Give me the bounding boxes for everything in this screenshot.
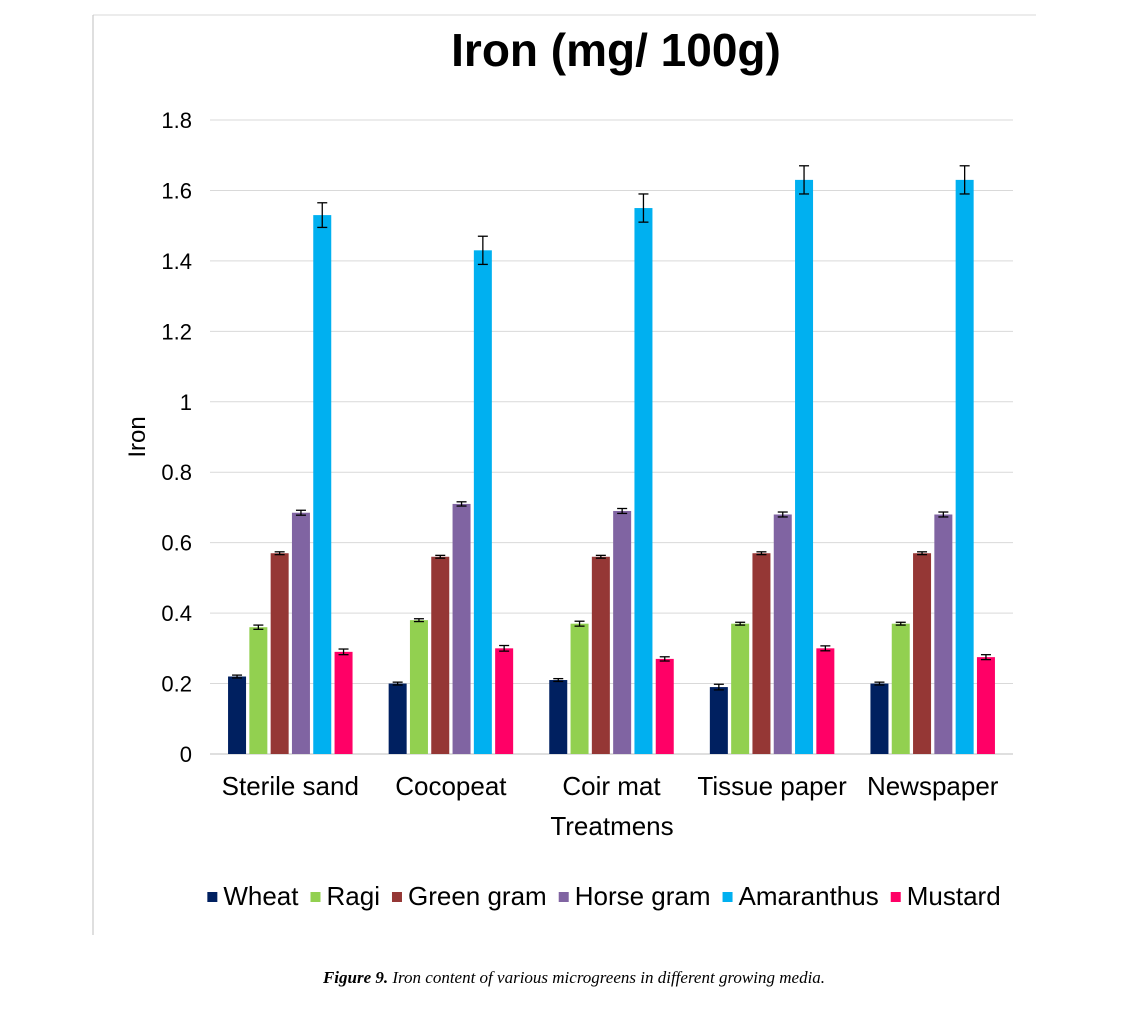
bar-ragi xyxy=(731,623,750,754)
bar-mustard xyxy=(334,651,353,754)
bar-ragi xyxy=(570,623,589,754)
figure-label: Figure 9. xyxy=(322,968,389,987)
chart-title: Iron (mg/ 100g) xyxy=(451,24,781,76)
y-tick-label: 1.2 xyxy=(161,319,192,344)
legend-swatch xyxy=(391,892,402,902)
bar-ragi xyxy=(409,620,428,754)
bar-amaranthus xyxy=(795,179,814,754)
bar-horse-gram xyxy=(291,512,310,754)
bar-mustard xyxy=(816,648,835,754)
legend-label: Ragi xyxy=(327,881,380,911)
y-tick-label: 0.4 xyxy=(161,601,192,626)
iron-bar-chart: Iron (mg/ 100g) 0 0.2 0.4 0.6 0.8 1 1.2 1.4 1.6 1… xyxy=(92,14,1036,935)
bar-green-gram xyxy=(431,556,450,754)
y-tick-label: 0 xyxy=(180,742,192,767)
bar-wheat xyxy=(709,687,728,754)
bar-wheat xyxy=(388,683,407,754)
y-tick-label: 0.6 xyxy=(161,531,192,556)
bar-horse-gram xyxy=(934,514,953,754)
y-tick-label: 1.6 xyxy=(161,178,192,203)
legend: Wheat Ragi Green gram Horse gram Amaranthus M… xyxy=(207,881,1001,911)
y-tick-labels: 0 0.2 0.4 0.6 0.8 1 1.2 1.4 1.6 1.8 xyxy=(161,108,192,767)
x-tick-label: Tissue paper xyxy=(697,771,847,801)
y-tick-label: 1.4 xyxy=(161,249,192,274)
bar-green-gram xyxy=(270,553,289,754)
bar-horse-gram xyxy=(452,503,471,754)
x-tick-label: Coir mat xyxy=(562,771,661,801)
bar-mustard xyxy=(655,658,674,754)
y-tick-label: 1.8 xyxy=(161,108,192,133)
legend-label: Green gram xyxy=(408,881,547,911)
y-tick-label: 0.8 xyxy=(161,460,192,485)
legend-label: Amaranthus xyxy=(739,881,879,911)
bar-amaranthus xyxy=(955,179,974,754)
legend-swatch xyxy=(207,892,218,902)
bar-amaranthus xyxy=(313,215,332,755)
y-tick-label: 1 xyxy=(180,390,192,415)
bar-ragi xyxy=(249,627,268,754)
legend-label: Horse gram xyxy=(575,881,711,911)
legend-label: Mustard xyxy=(907,881,1001,911)
bar-wheat xyxy=(549,680,568,754)
chart-frame: Iron (mg/ 100g) 0 0.2 0.4 0.6 0.8 1 1.2 1.4 1.6 1… xyxy=(92,14,1036,935)
bar-green-gram xyxy=(752,553,771,754)
bar-wheat xyxy=(870,683,889,754)
x-tick-label: Sterile sand xyxy=(222,771,359,801)
y-tick-label: 0.2 xyxy=(161,672,192,697)
figure-caption-text: Iron content of various microgreens in d… xyxy=(388,968,826,987)
legend-swatch xyxy=(310,892,321,902)
bar-horse-gram xyxy=(613,510,632,754)
bar-horse-gram xyxy=(773,514,792,754)
x-tick-label: Cocopeat xyxy=(395,771,507,801)
bar-mustard xyxy=(976,657,995,754)
x-tick-labels: Sterile sand Cocopeat Coir mat Tissue paper… xyxy=(222,771,999,801)
bar-amaranthus xyxy=(634,208,653,755)
bar-ragi xyxy=(891,623,910,754)
legend-swatch xyxy=(558,892,569,902)
legend-label: Wheat xyxy=(223,881,299,911)
legend-swatch xyxy=(890,892,901,902)
y-axis-label: Iron xyxy=(124,416,151,457)
bar-green-gram xyxy=(913,553,932,754)
figure-caption: Figure 9. Iron content of various microg… xyxy=(0,968,1148,988)
bar-mustard xyxy=(495,648,514,754)
x-axis-label: Treatmens xyxy=(550,811,673,841)
bar-amaranthus xyxy=(473,250,492,755)
bar-wheat xyxy=(228,676,247,754)
legend-swatch xyxy=(722,892,733,902)
bar-layer xyxy=(228,165,995,755)
bar-green-gram xyxy=(591,556,610,754)
x-tick-label: Newspaper xyxy=(867,771,999,801)
